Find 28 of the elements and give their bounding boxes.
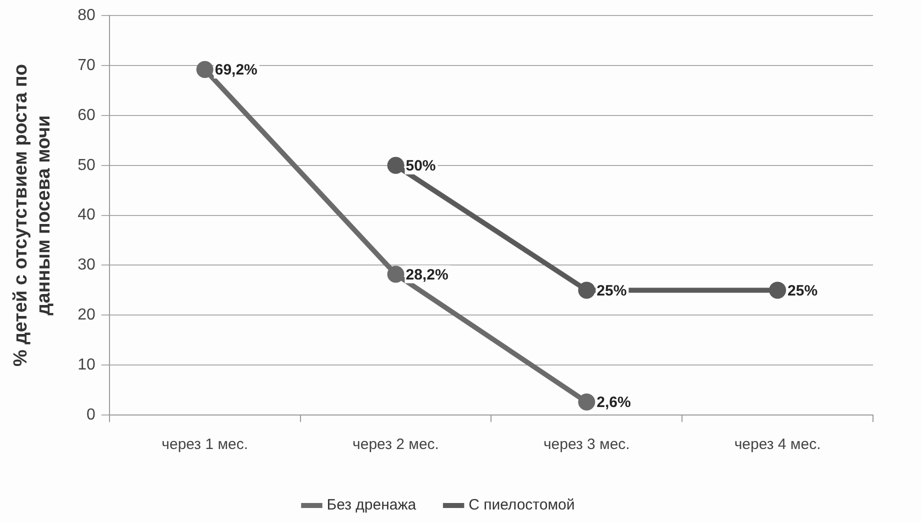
- point: [578, 394, 596, 411]
- legend-label: С пиелостомой: [468, 496, 575, 514]
- data-label: 69,2%: [214, 62, 258, 79]
- point: [196, 61, 214, 78]
- y-tick-label: 10: [78, 356, 96, 374]
- y-axis-title: % детей с отсутствием роста по данным посева мочи: [10, 64, 54, 367]
- y-tick-label: 70: [78, 56, 96, 74]
- y-tick-label: 80: [78, 7, 96, 24]
- point: [769, 282, 786, 299]
- x-tick-label: через 4 мес.: [734, 436, 821, 454]
- data-label: 25%: [596, 282, 627, 300]
- data-label: 50%: [406, 158, 436, 175]
- y-tick-label: 50: [78, 156, 96, 174]
- x-tick-label: через 2 мес.: [352, 436, 439, 454]
- y-tick-label: 20: [78, 306, 96, 324]
- point: [387, 156, 404, 174]
- y-tick-label: 60: [78, 106, 96, 124]
- legend-label: Без дренажа: [326, 496, 417, 514]
- y-tick-label: 40: [78, 206, 96, 224]
- point: [387, 266, 404, 283]
- y-tick-label: 0: [86, 406, 96, 424]
- x-tick-label: через 1 мес.: [162, 436, 248, 454]
- y-tick-label: 30: [78, 256, 96, 274]
- data-label: 25%: [788, 282, 818, 300]
- x-tick-label: через 3 мес.: [543, 436, 630, 454]
- data-label: 28,2%: [406, 266, 448, 284]
- data-label: 2,6%: [596, 394, 631, 412]
- point: [578, 282, 596, 299]
